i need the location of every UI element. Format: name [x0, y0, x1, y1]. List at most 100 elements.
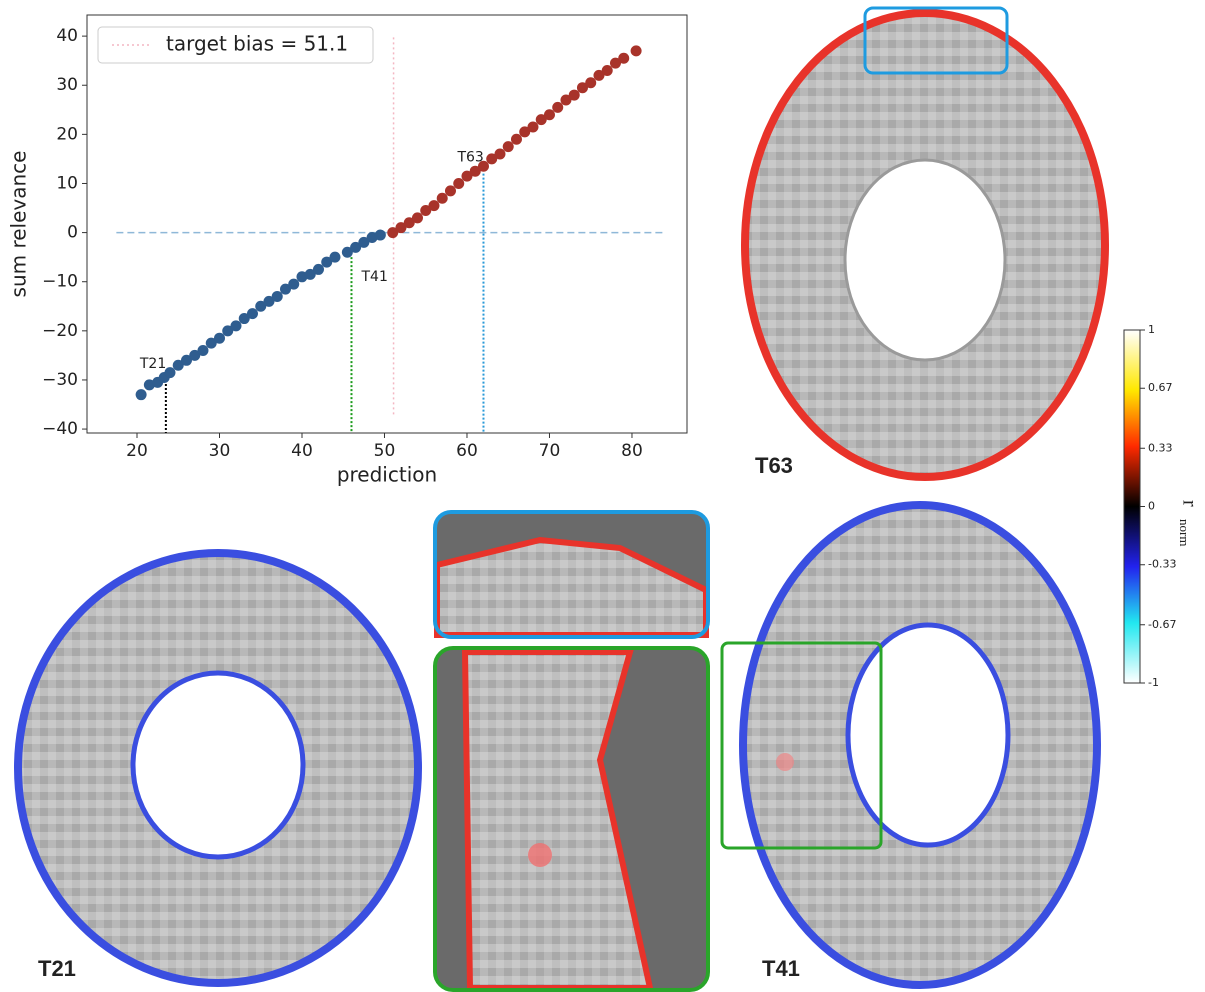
point — [329, 251, 341, 263]
point — [403, 217, 415, 229]
point — [560, 94, 572, 106]
panel-label: T41 — [762, 956, 800, 981]
point — [180, 354, 192, 366]
marker-label: T21 — [139, 356, 166, 372]
colorbar-tick-label: 0.33 — [1148, 441, 1173, 454]
point — [172, 359, 184, 371]
point — [552, 101, 564, 113]
point — [420, 204, 432, 216]
legend-label: target bias = 51.1 — [166, 32, 348, 56]
colorbar-tick-label: 0.67 — [1148, 381, 1173, 394]
point — [321, 256, 333, 268]
point — [213, 332, 225, 344]
marker-label: T63 — [456, 150, 483, 166]
point — [350, 241, 362, 253]
zoom-green — [433, 646, 710, 992]
point — [263, 295, 275, 307]
point — [358, 236, 370, 248]
colorbar-tick-label: -0.67 — [1148, 618, 1176, 631]
colorbar-tick-label: 0 — [1148, 500, 1155, 513]
image-t41 — [720, 501, 1101, 989]
point — [411, 212, 423, 224]
y-tick-label: −10 — [42, 272, 78, 292]
point — [304, 268, 316, 280]
point — [255, 300, 267, 312]
x-tick-label: 60 — [456, 441, 478, 461]
colorbar-label: r — [1178, 500, 1200, 507]
point — [279, 283, 291, 295]
point — [197, 344, 209, 356]
image-t21 — [14, 549, 422, 987]
y-tick-label: −40 — [42, 419, 78, 439]
point — [510, 133, 522, 145]
marker-label: T41 — [360, 269, 387, 285]
x-tick-label: 70 — [539, 441, 561, 461]
panel-label: T63 — [755, 453, 793, 478]
point — [535, 114, 547, 126]
point — [585, 77, 597, 89]
point — [527, 121, 539, 133]
point — [271, 290, 283, 302]
point — [189, 349, 201, 361]
point — [502, 141, 514, 153]
x-axis-label: prediction — [337, 463, 437, 487]
point — [366, 232, 378, 244]
point — [246, 308, 258, 320]
x-tick-label: 20 — [126, 441, 148, 461]
point — [609, 57, 621, 69]
colorbar-label-sub: norm — [1177, 519, 1192, 546]
point — [618, 52, 630, 64]
point — [222, 325, 234, 337]
x-tick-label: 40 — [291, 441, 313, 461]
point — [477, 160, 489, 172]
point — [601, 65, 613, 77]
point — [568, 89, 580, 101]
point — [205, 337, 217, 349]
point — [444, 185, 456, 197]
point — [288, 278, 300, 290]
panel-label: T21 — [38, 956, 76, 981]
point — [143, 379, 155, 391]
legend-box — [97, 26, 374, 64]
point — [135, 389, 147, 401]
point — [519, 126, 531, 138]
colorbar-tick-label: 1 — [1148, 323, 1155, 336]
point — [296, 271, 308, 283]
point — [494, 148, 506, 160]
x-tick-label: 50 — [374, 441, 396, 461]
zoom-blue — [433, 510, 710, 639]
y-tick-label: −20 — [42, 321, 78, 341]
point — [436, 192, 448, 204]
y-tick-label: 30 — [56, 75, 78, 95]
point — [395, 222, 407, 234]
point — [593, 69, 605, 81]
point — [461, 170, 473, 182]
point — [543, 109, 555, 121]
point — [428, 200, 440, 212]
plot-frame — [86, 14, 688, 434]
y-tick-label: −30 — [42, 370, 78, 390]
y-tick-label: 0 — [67, 223, 78, 243]
point — [312, 263, 324, 275]
point — [238, 313, 250, 325]
point — [453, 177, 465, 189]
point — [486, 153, 498, 165]
y-axis-label: sum relevance — [7, 151, 31, 298]
point — [164, 367, 176, 379]
image-t63 — [741, 6, 1109, 481]
x-tick-label: 30 — [209, 441, 231, 461]
point — [341, 246, 353, 258]
point — [576, 82, 588, 94]
point — [230, 320, 242, 332]
x-tick-label: 80 — [621, 441, 643, 461]
y-tick-label: 10 — [56, 173, 78, 193]
colorbar-tick-label: -1 — [1148, 676, 1159, 689]
point — [387, 227, 399, 239]
point — [374, 229, 386, 241]
colorbar-tick-label: -0.33 — [1148, 558, 1176, 571]
point — [630, 45, 642, 57]
colorbar — [1123, 329, 1141, 684]
y-tick-label: 40 — [56, 26, 78, 46]
point — [469, 165, 481, 177]
